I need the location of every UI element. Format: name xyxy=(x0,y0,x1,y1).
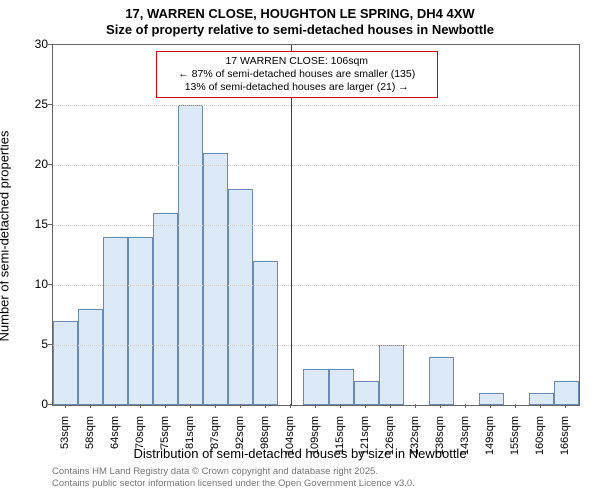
xtick-mark xyxy=(565,404,566,408)
xtick-label: 104sqm xyxy=(284,416,296,456)
xtick-label: 126sqm xyxy=(384,416,396,456)
histogram-bar xyxy=(329,369,354,405)
xtick-mark xyxy=(415,404,416,408)
xtick-mark xyxy=(515,404,516,408)
histogram-bar xyxy=(354,381,379,405)
xtick-label: 70sqm xyxy=(134,416,146,456)
xtick-mark xyxy=(540,404,541,408)
histogram-bar xyxy=(153,213,178,405)
chart-title-line2: Size of property relative to semi-detach… xyxy=(0,22,600,37)
ytick-label: 5 xyxy=(8,337,48,351)
gridline xyxy=(53,165,579,166)
xtick-mark xyxy=(140,404,141,408)
xtick-label: 53sqm xyxy=(59,416,71,456)
xtick-label: 87sqm xyxy=(209,416,221,456)
histogram-bar xyxy=(53,321,78,405)
annotation-line2: ← 87% of semi-detached houses are smalle… xyxy=(163,68,431,81)
ytick-mark xyxy=(48,344,52,345)
xtick-mark xyxy=(390,404,391,408)
ytick-mark xyxy=(48,284,52,285)
xtick-label: 155sqm xyxy=(509,416,521,456)
histogram-bar xyxy=(379,345,404,405)
xtick-label: 75sqm xyxy=(159,416,171,456)
histogram-bar xyxy=(554,381,579,405)
xtick-label: 115sqm xyxy=(334,416,346,456)
ytick-mark xyxy=(48,104,52,105)
ytick-mark xyxy=(48,164,52,165)
footnote-line2: Contains public sector information licen… xyxy=(52,478,415,489)
chart-title-line1: 17, WARREN CLOSE, HOUGHTON LE SPRING, DH… xyxy=(0,6,600,21)
xtick-label: 92sqm xyxy=(234,416,246,456)
ytick-label: 20 xyxy=(8,157,48,171)
xtick-label: 149sqm xyxy=(484,416,496,456)
ytick-mark xyxy=(48,44,52,45)
footnote-line1: Contains HM Land Registry data © Crown c… xyxy=(52,466,378,477)
histogram-bar xyxy=(429,357,454,405)
xtick-mark xyxy=(465,404,466,408)
xtick-label: 64sqm xyxy=(109,416,121,456)
histogram-bar xyxy=(303,369,328,405)
xtick-mark xyxy=(215,404,216,408)
xtick-label: 98sqm xyxy=(259,416,271,456)
histogram-bar xyxy=(178,105,203,405)
xtick-mark xyxy=(265,404,266,408)
xtick-mark xyxy=(165,404,166,408)
xtick-label: 138sqm xyxy=(434,416,446,456)
xtick-mark xyxy=(190,404,191,408)
xtick-mark xyxy=(490,404,491,408)
histogram-bar xyxy=(228,189,253,405)
histogram-bar xyxy=(253,261,278,405)
xtick-mark xyxy=(115,404,116,408)
xtick-label: 58sqm xyxy=(84,416,96,456)
plot-area: 17 WARREN CLOSE: 106sqm ← 87% of semi-de… xyxy=(52,44,580,406)
xtick-mark xyxy=(440,404,441,408)
ytick-mark xyxy=(48,224,52,225)
annotation-line3: 13% of semi-detached houses are larger (… xyxy=(163,81,431,94)
ytick-label: 30 xyxy=(8,37,48,51)
chart-container: 17, WARREN CLOSE, HOUGHTON LE SPRING, DH… xyxy=(0,0,600,500)
xtick-mark xyxy=(65,404,66,408)
ytick-label: 10 xyxy=(8,277,48,291)
xtick-mark xyxy=(365,404,366,408)
histogram-bar xyxy=(103,237,128,405)
xtick-label: 132sqm xyxy=(409,416,421,456)
histogram-bar xyxy=(128,237,153,405)
xtick-mark xyxy=(290,404,291,408)
ytick-label: 25 xyxy=(8,97,48,111)
annotation-box: 17 WARREN CLOSE: 106sqm ← 87% of semi-de… xyxy=(156,51,438,98)
ytick-label: 15 xyxy=(8,217,48,231)
gridline xyxy=(53,225,579,226)
histogram-bar xyxy=(78,309,103,405)
xtick-mark xyxy=(340,404,341,408)
xtick-mark xyxy=(90,404,91,408)
ytick-mark xyxy=(48,404,52,405)
gridline xyxy=(53,345,579,346)
xtick-label: 143sqm xyxy=(459,416,471,456)
gridline xyxy=(53,285,579,286)
ytick-label: 0 xyxy=(8,397,48,411)
annotation-line1: 17 WARREN CLOSE: 106sqm xyxy=(163,55,431,68)
xtick-label: 160sqm xyxy=(534,416,546,456)
xtick-mark xyxy=(240,404,241,408)
xtick-label: 121sqm xyxy=(359,416,371,456)
xtick-mark xyxy=(315,404,316,408)
histogram-bar xyxy=(203,153,228,405)
gridline xyxy=(53,105,579,106)
xtick-label: 81sqm xyxy=(184,416,196,456)
xtick-label: 109sqm xyxy=(309,416,321,456)
xtick-label: 166sqm xyxy=(559,416,571,456)
